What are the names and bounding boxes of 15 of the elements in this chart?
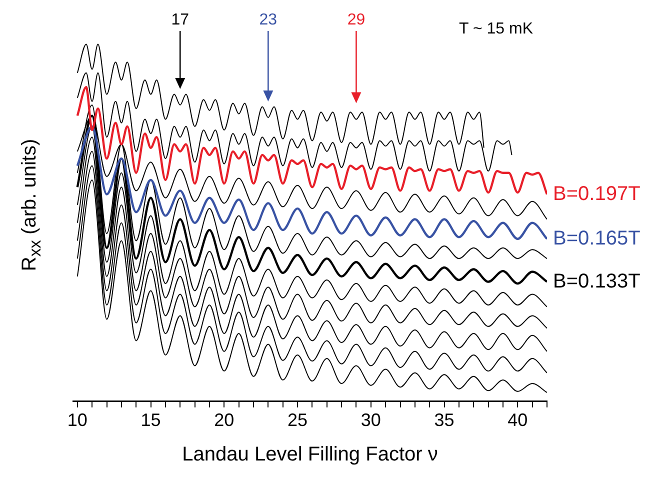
series-label: B=0.197T xyxy=(553,182,640,205)
x-tick-label: 10 xyxy=(67,410,88,430)
text: 17 xyxy=(171,11,190,28)
x-axis-title: Landau Level Filling Factor ν xyxy=(182,444,438,466)
x-tick-label: 15 xyxy=(140,410,161,430)
text: T ~ 15 mK xyxy=(459,20,534,38)
text: 29 xyxy=(347,11,366,28)
text: 23 xyxy=(259,11,278,28)
x-tick-label: 35 xyxy=(434,410,454,430)
series-label: B=0.165T xyxy=(553,227,640,250)
x-tick-label: 25 xyxy=(288,410,308,430)
x-tick-label: 30 xyxy=(360,410,381,430)
x-tick-label: 20 xyxy=(214,410,234,430)
x-tick-label: 40 xyxy=(508,410,528,430)
series-label: B=0.133T xyxy=(553,270,640,292)
